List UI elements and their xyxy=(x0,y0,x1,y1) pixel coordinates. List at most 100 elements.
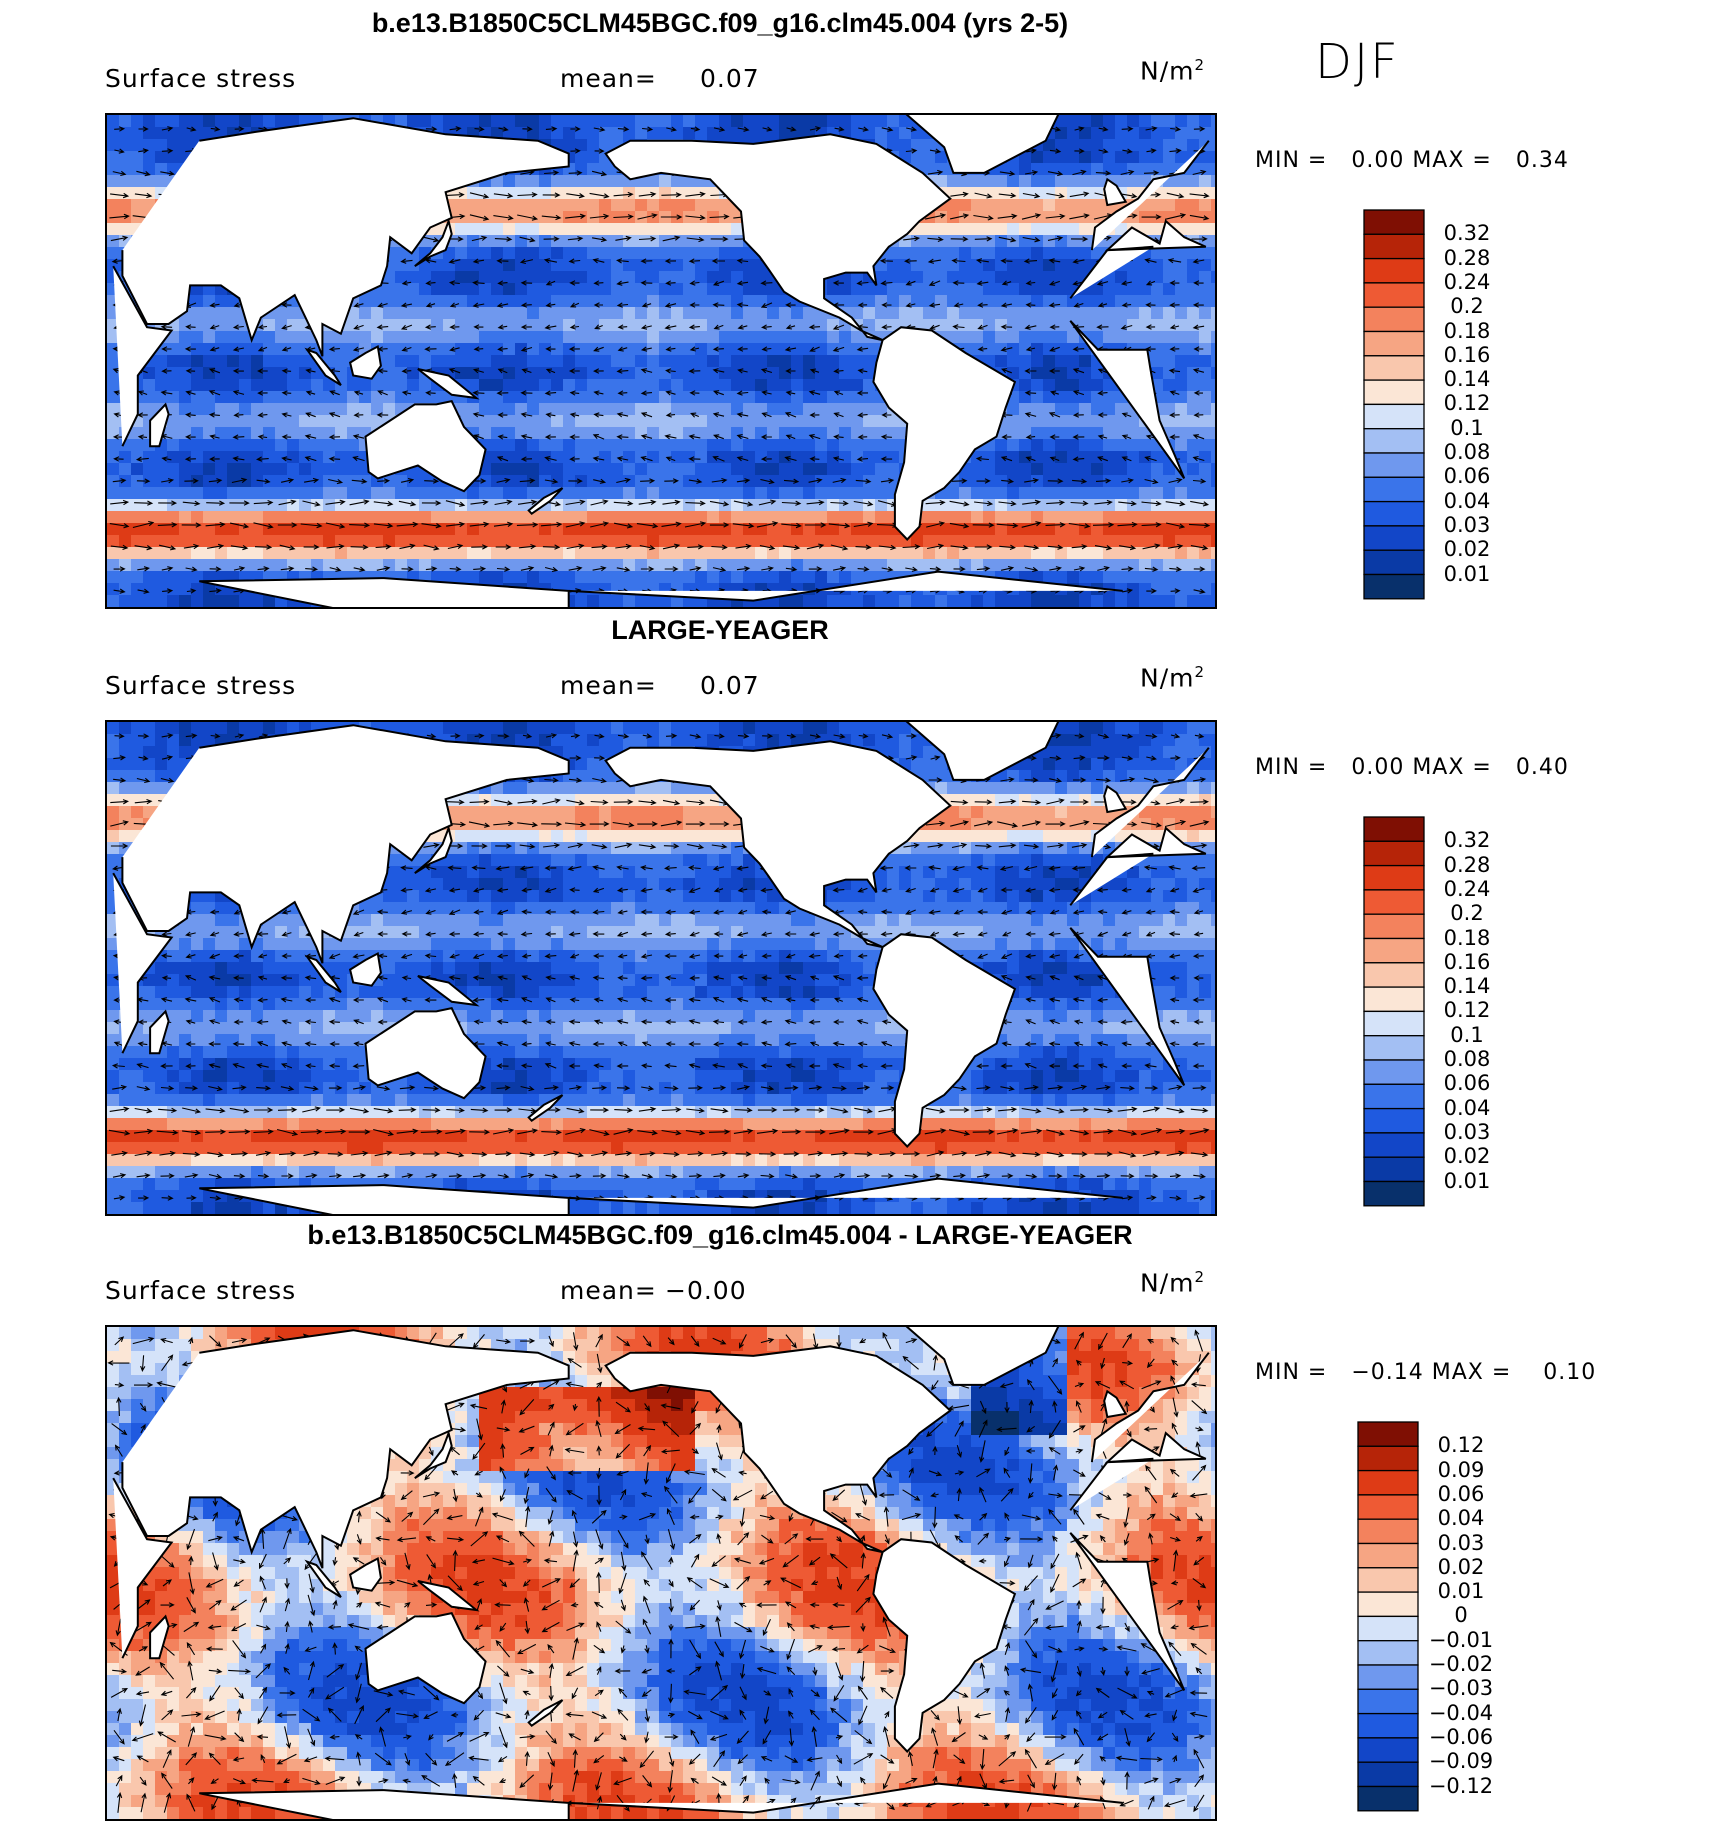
colorbar-swatch xyxy=(1358,1495,1418,1519)
colorbar-tick-label: 0.2 xyxy=(1432,294,1502,318)
colorbar-swatch xyxy=(1364,477,1424,501)
mean-value: 0.07 xyxy=(700,64,760,93)
colorbar xyxy=(1362,208,1426,601)
colorbar xyxy=(1362,815,1426,1208)
colorbar-tick-label: 0.14 xyxy=(1432,974,1502,998)
colorbar-tick-label: 0.01 xyxy=(1426,1579,1496,1603)
colorbar-tick-label: 0.03 xyxy=(1432,513,1502,537)
colorbar-swatch xyxy=(1364,1084,1424,1108)
colorbar-tick-label: −0.09 xyxy=(1426,1749,1496,1773)
colorbar-swatch xyxy=(1364,890,1424,914)
colorbar-swatch xyxy=(1364,914,1424,938)
panel-observations: LARGE-YEAGER Surface stress mean= 0.07 N… xyxy=(0,607,1710,1212)
map-surface-stress xyxy=(105,113,1217,609)
colorbar-tick-label: 0.18 xyxy=(1432,319,1502,343)
colorbar-tick-label: 0.32 xyxy=(1432,828,1502,852)
mean-label: mean= xyxy=(560,1276,657,1305)
colorbar-swatch xyxy=(1358,1616,1418,1640)
colorbar-swatch xyxy=(1358,1568,1418,1592)
min-max-readout: MIN = 0.00 MAX = 0.40 xyxy=(1255,755,1569,780)
colorbar-tick-label: 0.08 xyxy=(1432,1047,1502,1071)
colorbar-tick-label: 0.09 xyxy=(1426,1458,1496,1482)
colorbar-swatch xyxy=(1358,1787,1418,1811)
colorbar-tick-label: 0.12 xyxy=(1426,1433,1496,1457)
colorbar-swatch xyxy=(1364,987,1424,1011)
ocean-field xyxy=(107,1327,1215,1819)
colorbar-tick-label: 0.32 xyxy=(1432,221,1502,245)
panel-title: LARGE-YEAGER xyxy=(0,615,1440,646)
min-max-readout: MIN = 0.00 MAX = 0.34 xyxy=(1255,148,1569,173)
min-max-readout: MIN = −0.14 MAX = 0.10 xyxy=(1255,1360,1596,1385)
colorbar-tick-label: 0.18 xyxy=(1432,926,1502,950)
colorbar-tick-label: 0.16 xyxy=(1432,950,1502,974)
colorbar-tick-label: 0.14 xyxy=(1432,367,1502,391)
colorbar-tick-label: 0.28 xyxy=(1432,853,1502,877)
colorbar-tick-label: 0.04 xyxy=(1432,1096,1502,1120)
colorbar-tick-label: −0.01 xyxy=(1426,1628,1496,1652)
ocean-field xyxy=(107,722,1215,1214)
colorbar-swatch xyxy=(1358,1592,1418,1616)
colorbar-tick-label: 0.28 xyxy=(1432,246,1502,270)
colorbar-swatch xyxy=(1364,1182,1424,1206)
colorbar-swatch xyxy=(1364,841,1424,865)
colorbar-swatch xyxy=(1364,1036,1424,1060)
colorbar-swatch xyxy=(1364,550,1424,574)
colorbar xyxy=(1356,1420,1420,1813)
panel-model: b.e13.B1850C5CLM45BGC.f09_g16.clm45.004 … xyxy=(0,0,1710,605)
colorbar-swatch xyxy=(1364,1157,1424,1181)
colorbar-swatch xyxy=(1364,380,1424,404)
colorbar-swatch xyxy=(1358,1446,1418,1470)
colorbar-swatch xyxy=(1358,1762,1418,1786)
mean-label: mean= xyxy=(560,64,657,93)
colorbar-swatch xyxy=(1364,259,1424,283)
units-label: N/m2 xyxy=(1140,1268,1205,1297)
colorbar-tick-label: 0 xyxy=(1426,1603,1496,1627)
colorbar-tick-label: −0.06 xyxy=(1426,1725,1496,1749)
variable-label: Surface stress xyxy=(105,64,296,93)
colorbar-tick-label: −0.04 xyxy=(1426,1701,1496,1725)
colorbar-swatch xyxy=(1364,866,1424,890)
colorbar-swatch xyxy=(1364,283,1424,307)
colorbar-tick-label: 0.03 xyxy=(1426,1531,1496,1555)
variable-label: Surface stress xyxy=(105,671,296,700)
colorbar-swatch xyxy=(1358,1519,1418,1543)
colorbar-tick-label: 0.16 xyxy=(1432,343,1502,367)
colorbar-swatch xyxy=(1364,453,1424,477)
colorbar-swatch xyxy=(1364,234,1424,258)
colorbar-tick-label: −0.02 xyxy=(1426,1652,1496,1676)
colorbar-swatch xyxy=(1364,307,1424,331)
mean-label: mean= xyxy=(560,671,657,700)
colorbar-swatch xyxy=(1358,1665,1418,1689)
colorbar-swatch xyxy=(1364,404,1424,428)
colorbar-swatch xyxy=(1364,1011,1424,1035)
map-surface-stress xyxy=(105,1325,1217,1821)
colorbar-tick-label: −0.03 xyxy=(1426,1676,1496,1700)
colorbar-swatch xyxy=(1364,502,1424,526)
colorbar-tick-label: 0.12 xyxy=(1432,998,1502,1022)
colorbar-tick-label: 0.06 xyxy=(1432,464,1502,488)
colorbar-tick-label: 0.06 xyxy=(1426,1482,1496,1506)
colorbar-tick-label: 0.1 xyxy=(1432,1023,1502,1047)
map-surface-stress xyxy=(105,720,1217,1216)
colorbar-tick-label: 0.01 xyxy=(1432,1169,1502,1193)
colorbar-tick-label: 0.01 xyxy=(1432,562,1502,586)
colorbar-swatch xyxy=(1364,356,1424,380)
panel-title: b.e13.B1850C5CLM45BGC.f09_g16.clm45.004 … xyxy=(0,8,1440,39)
colorbar-swatch xyxy=(1364,210,1424,234)
colorbar-swatch xyxy=(1358,1544,1418,1568)
colorbar-tick-label: 0.02 xyxy=(1426,1555,1496,1579)
colorbar-swatch xyxy=(1364,963,1424,987)
panel-difference: b.e13.B1850C5CLM45BGC.f09_g16.clm45.004 … xyxy=(0,1212,1710,1817)
colorbar-swatch xyxy=(1364,939,1424,963)
colorbar-swatch xyxy=(1358,1641,1418,1665)
colorbar-tick-label: −0.12 xyxy=(1426,1774,1496,1798)
units-label: N/m2 xyxy=(1140,56,1205,85)
colorbar-tick-label: 0.06 xyxy=(1432,1071,1502,1095)
colorbar-swatch xyxy=(1358,1714,1418,1738)
variable-label: Surface stress xyxy=(105,1276,296,1305)
colorbar-tick-label: 0.04 xyxy=(1432,489,1502,513)
colorbar-swatch xyxy=(1364,526,1424,550)
colorbar-tick-label: 0.04 xyxy=(1426,1506,1496,1530)
colorbar-swatch xyxy=(1364,1060,1424,1084)
colorbar-swatch xyxy=(1364,1109,1424,1133)
